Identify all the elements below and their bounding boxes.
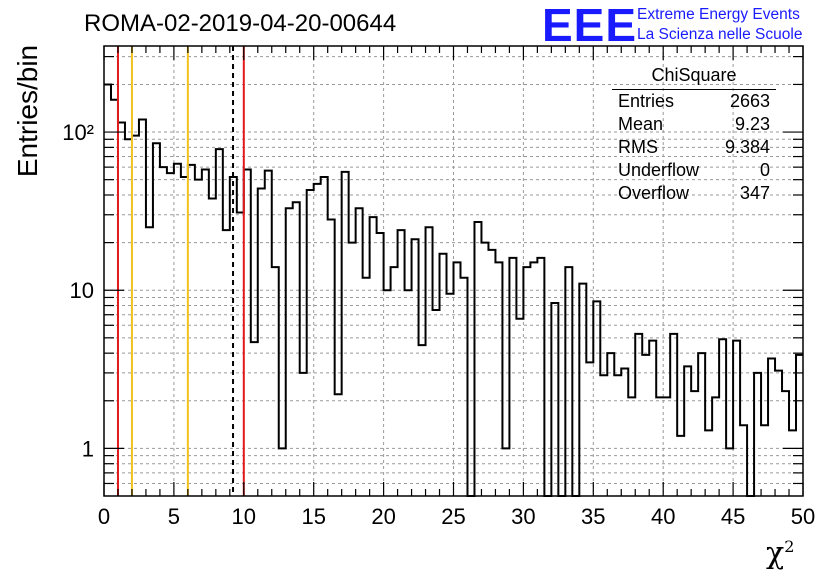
- x-tick-label: 10: [232, 504, 256, 529]
- axis-ticks: [103, 46, 804, 496]
- x-tick-label: 5: [168, 504, 180, 529]
- stats-value: 9.23: [734, 114, 770, 134]
- x-tick-label: 40: [651, 504, 675, 529]
- stats-value: 0: [759, 160, 770, 180]
- stats-title: ChiSquare: [612, 65, 776, 90]
- x-tick-label: 30: [511, 504, 535, 529]
- stats-label: RMS: [618, 137, 658, 157]
- stats-row: RMS 9.384: [612, 137, 776, 160]
- logo-line2: La Scienza nelle Scuole: [637, 26, 803, 43]
- x-tick-label: 0: [98, 504, 110, 529]
- y-axis-label: Entries/bin: [12, 44, 43, 178]
- stats-box: ChiSquare Entries 2663 Mean 9.23 RMS 9.384 …: [612, 65, 776, 206]
- x-tick-label: 20: [371, 504, 395, 529]
- x-tick-label: 25: [441, 504, 465, 529]
- y-tick-label: 10²: [62, 120, 94, 145]
- stats-row: Entries 2663: [612, 91, 776, 114]
- chart-title: ROMA-02-2019-04-20-00644: [84, 10, 397, 37]
- stats-value: 2663: [729, 91, 770, 111]
- y-tick-label: 1: [82, 436, 94, 461]
- stats-label: Overflow: [618, 183, 690, 203]
- grid-lines: [104, 46, 803, 496]
- eee-logo: EEE: [542, 0, 638, 51]
- y-tick-labels: 1 10 10²: [62, 120, 94, 461]
- y-tick-label: 10: [70, 278, 94, 303]
- x-tick-label: 45: [721, 504, 745, 529]
- stats-label: Underflow: [618, 160, 700, 180]
- stats-label: Entries: [618, 91, 675, 111]
- stats-label: Mean: [618, 114, 664, 134]
- stats-row: Underflow 0: [612, 160, 776, 183]
- x-tick-labels: 0 5 10 15 20 25 30 35 40 45 50: [98, 504, 815, 529]
- x-tick-label: 35: [581, 504, 605, 529]
- x-tick-label: 50: [791, 504, 815, 529]
- histogram-series: [104, 83, 803, 497]
- logo-line1: Extreme Energy Events: [637, 6, 800, 23]
- stats-row: Overflow 347: [612, 183, 776, 206]
- x-axis-label: χ2: [766, 536, 795, 571]
- stats-value: 9.384: [724, 137, 770, 157]
- stats-row: Mean 9.23: [612, 114, 776, 137]
- stats-value: 347: [739, 183, 770, 203]
- x-tick-label: 15: [301, 504, 325, 529]
- reference-lines: [116, 46, 245, 496]
